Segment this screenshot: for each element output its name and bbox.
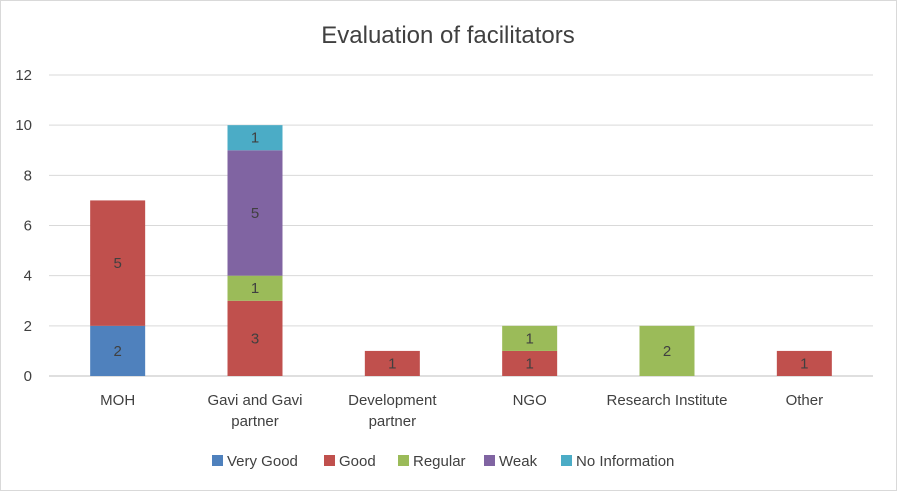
category-label-4-line-0: Research Institute [607, 392, 728, 409]
legend-item-weak: Weak [484, 453, 538, 470]
legend-swatch-weak [484, 455, 495, 466]
data-label-good-5: 1 [800, 355, 808, 372]
bar-regular-1 [227, 275, 283, 301]
legend-label-weak: Weak [499, 453, 538, 470]
data-label-good-0: 5 [113, 255, 121, 272]
category-label-5-line-0: Other [786, 392, 824, 409]
data-label-regular-3: 1 [525, 330, 533, 347]
category-label-1-line-1: partner [231, 413, 279, 430]
bar-no-information-1 [227, 125, 283, 151]
bar-weak-1 [227, 150, 283, 276]
category-label-3-line-0: NGO [513, 392, 547, 409]
data-label-regular-4: 2 [663, 343, 671, 360]
legend-label-no-information: No Information [576, 453, 674, 470]
gridlines [49, 74, 873, 377]
y-tick-label-0: 0 [24, 368, 32, 385]
legend-swatch-regular [398, 455, 409, 466]
legend-label-regular: Regular [413, 453, 466, 470]
legend-label-very-good: Very Good [227, 453, 298, 470]
y-tick-label-12: 12 [15, 67, 32, 84]
data-label-no-information-1: 1 [251, 130, 259, 147]
y-tick-label-8: 8 [24, 167, 32, 184]
data-label-good-3: 1 [525, 355, 533, 372]
bar-good-3 [502, 350, 558, 376]
legend-swatch-very-good [212, 455, 223, 466]
bar-regular-3 [502, 325, 558, 351]
legend: Very Good Good Regular Weak No Information [212, 453, 674, 470]
legend-item-very-good: Very Good [212, 453, 298, 470]
bar-regular-4 [639, 325, 695, 376]
legend-item-good: Good [324, 453, 376, 470]
y-tick-label-4: 4 [24, 268, 32, 285]
bar-good-2 [364, 350, 420, 376]
data-labels: 2 5 3 1 5 1 1 1 1 2 1 [113, 130, 808, 373]
legend-label-good: Good [339, 453, 376, 470]
chart-title: Evaluation of facilitators [321, 22, 574, 49]
bar-good-1 [227, 300, 283, 376]
bar-very-good-0 [90, 325, 146, 376]
data-label-very-good-0: 2 [113, 343, 121, 360]
bar-good-5 [776, 350, 832, 376]
data-label-regular-1: 1 [251, 280, 259, 297]
legend-swatch-no-information [561, 455, 572, 466]
category-label-1-line-0: Gavi and Gavi [207, 392, 302, 409]
legend-swatch-good [324, 455, 335, 466]
data-label-good-2: 1 [388, 355, 396, 372]
y-tick-label-6: 6 [24, 218, 32, 235]
category-label-2-line-1: partner [369, 413, 417, 430]
category-label-0-line-0: MOH [100, 392, 135, 409]
data-label-weak-1: 5 [251, 205, 259, 222]
category-label-2-line-0: Development [348, 392, 437, 409]
y-tick-label-2: 2 [24, 318, 32, 335]
bars [90, 125, 832, 376]
bar-good-0 [90, 200, 146, 326]
legend-item-no-information: No Information [561, 453, 674, 470]
y-axis-ticks: 0 2 4 6 8 10 12 [15, 67, 32, 385]
y-tick-label-10: 10 [15, 117, 32, 134]
legend-item-regular: Regular [398, 453, 466, 470]
data-label-good-1: 3 [251, 330, 259, 347]
x-axis-categories: MOH Gavi and Gavi partner Development partne… [100, 392, 823, 430]
